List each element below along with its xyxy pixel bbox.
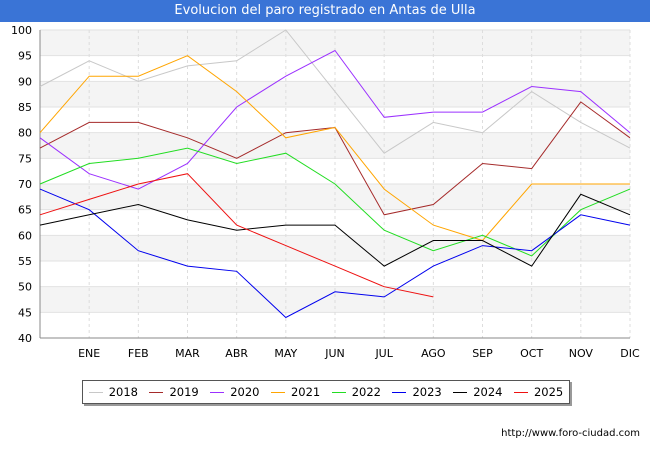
legend-label: 2018 — [108, 385, 139, 399]
chart-legend: 2018 2019 2020 2021 2022 2023 2024 2025 — [82, 380, 570, 404]
x-tick-label: ABR — [225, 347, 248, 360]
y-tick-label: 95 — [18, 50, 32, 63]
x-tick-label: NOV — [569, 347, 594, 360]
series-line-2020 — [39, 49, 631, 190]
legend-label: 2022 — [351, 385, 382, 399]
legend-label: 2025 — [533, 385, 564, 399]
y-tick-label: 85 — [18, 101, 32, 114]
legend-item-2020: 2020 — [210, 385, 260, 399]
legend-label: 2024 — [473, 385, 503, 399]
legend-swatch — [149, 391, 164, 393]
series-line-2021 — [39, 55, 630, 242]
y-tick-label: 100 — [11, 24, 32, 37]
legend-item-2024: 2024 — [453, 385, 503, 399]
series-line-2022 — [39, 147, 631, 257]
x-tick-label: JUN — [324, 347, 345, 360]
legend-swatch — [453, 391, 468, 393]
legend-swatch — [331, 391, 346, 393]
y-tick-label: 50 — [18, 281, 32, 294]
legend-label: 2020 — [230, 385, 260, 399]
x-tick-label: MAR — [175, 347, 200, 360]
x-tick-label: AGO — [421, 347, 446, 360]
y-tick-label: 70 — [18, 178, 32, 191]
y-tick-label: 75 — [18, 152, 32, 165]
chart-title: Evolucion del paro registrado en Antas d… — [0, 0, 650, 22]
x-tick-label: ENE — [78, 347, 100, 360]
x-tick-label: SEP — [472, 347, 493, 360]
y-tick-label: 55 — [18, 255, 32, 268]
x-tick-label: MAY — [274, 347, 297, 360]
y-tick-label: 65 — [18, 204, 32, 217]
legend-swatch — [210, 391, 225, 393]
y-tick-label: 90 — [18, 75, 32, 88]
x-tick-label: JUL — [374, 347, 393, 360]
legend-item-2019: 2019 — [149, 385, 199, 399]
legend-label: 2019 — [169, 385, 199, 399]
legend-item-2021: 2021 — [270, 385, 321, 399]
series-line-2024 — [39, 193, 631, 267]
x-tick-label: FEB — [128, 347, 149, 360]
legend-swatch — [392, 391, 407, 393]
legend-item-2022: 2022 — [331, 385, 382, 399]
y-tick-label: 60 — [18, 229, 32, 242]
y-tick-label: 45 — [18, 306, 32, 319]
x-tick-label: DIC — [620, 347, 640, 360]
series-line-2023 — [39, 188, 631, 319]
legend-swatch — [513, 391, 528, 393]
legend-label: 2023 — [412, 385, 442, 399]
legend-swatch — [88, 391, 103, 393]
legend-swatch — [270, 391, 285, 393]
legend-label: 2021 — [290, 385, 321, 399]
y-tick-label: 40 — [18, 332, 32, 345]
legend-item-2018: 2018 — [88, 385, 139, 399]
line-chart: 40 45 50 55 60 65 70 75 80 85 90 95 100 ENE FEB MAR ABR M… — [11, 24, 640, 360]
series-line-2018 — [39, 29, 631, 154]
source-url: http://www.foro-ciudad.com — [501, 428, 640, 439]
x-tick-label: OCT — [520, 347, 543, 360]
series-line-2025 — [39, 173, 434, 298]
y-tick-label: 80 — [18, 127, 32, 140]
legend-item-2025: 2025 — [513, 385, 564, 399]
legend-item-2023: 2023 — [392, 385, 442, 399]
